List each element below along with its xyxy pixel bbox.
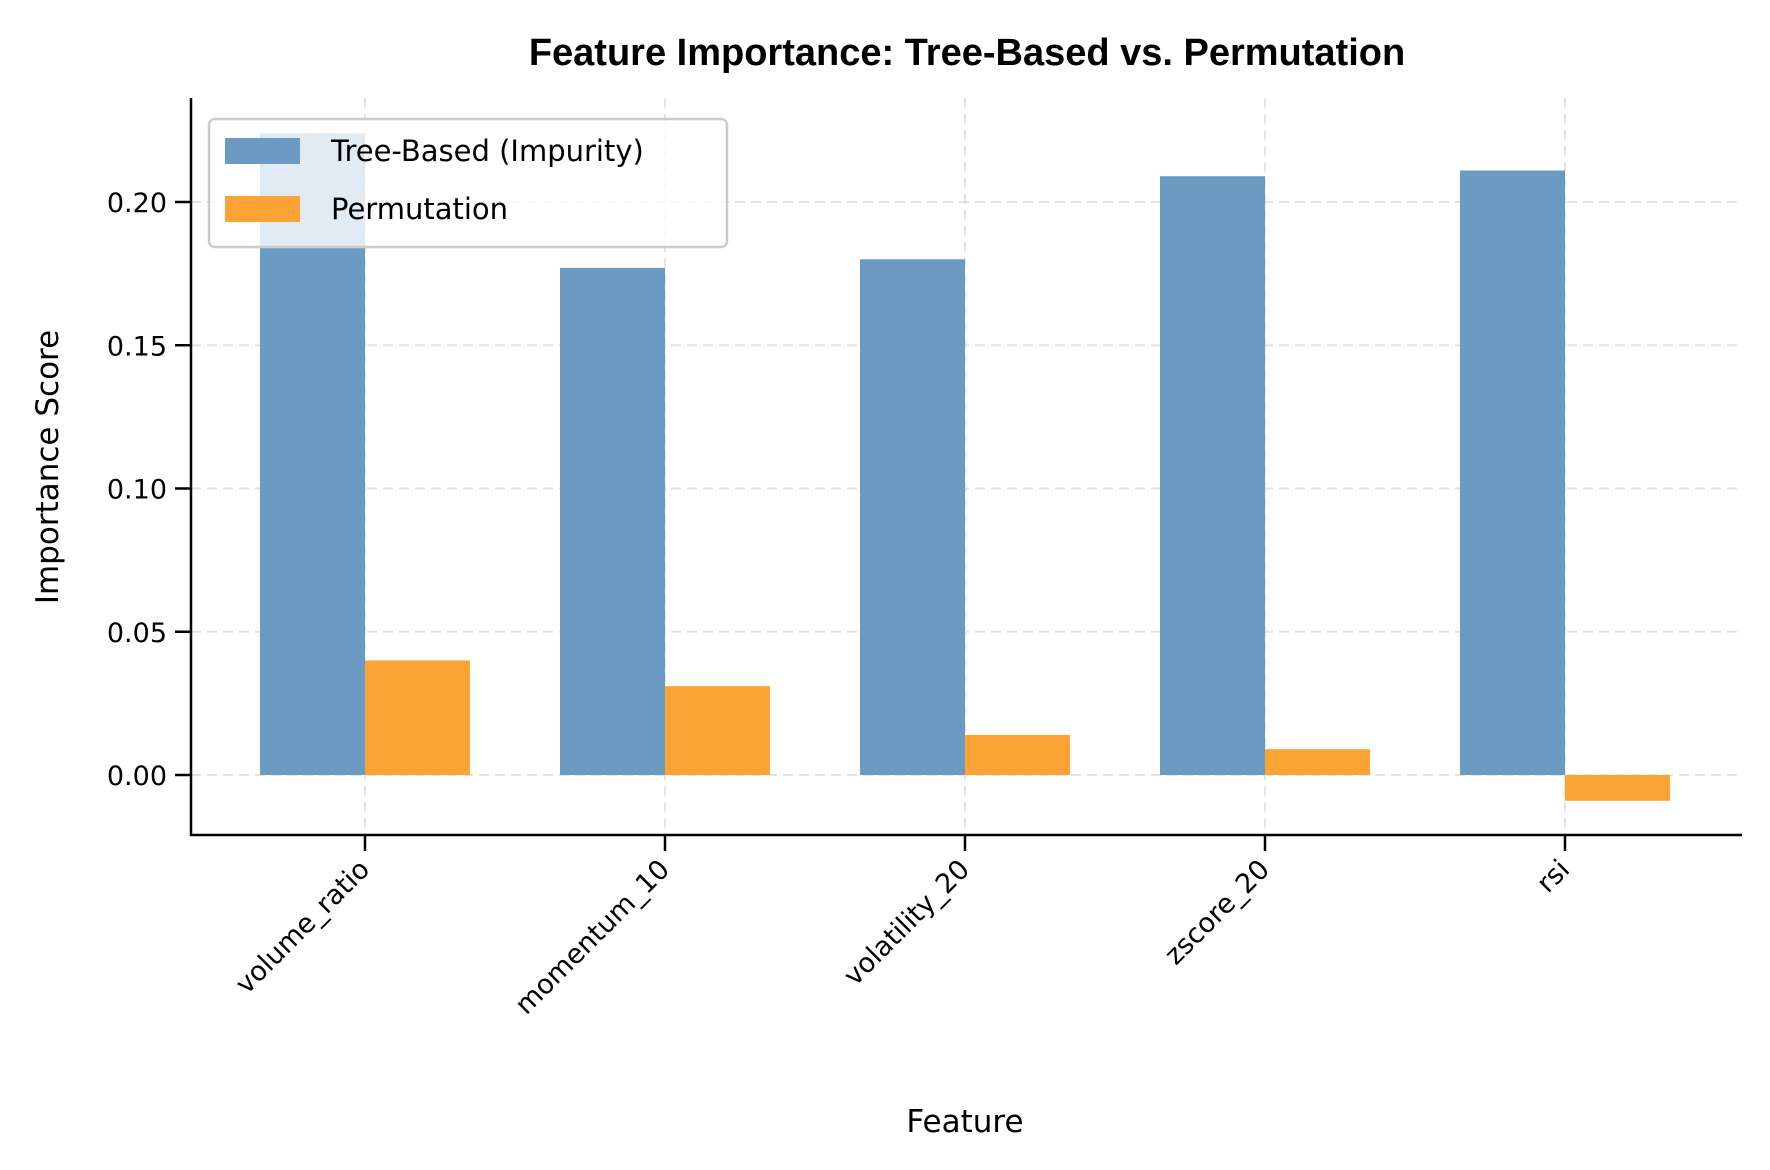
y-tick-label: 0.00 [107, 761, 167, 792]
bar-permutation-volatility-20 [965, 734, 1070, 775]
x-tick-label: rsi [1531, 854, 1576, 899]
bar-tree-based-volatility-20 [860, 259, 965, 775]
bar-permutation-rsi [1565, 775, 1670, 801]
bar-tree-based-momentum-10 [560, 267, 665, 775]
x-tick-label: momentum_10 [509, 854, 676, 1021]
x-axis-label: Feature [906, 1104, 1023, 1140]
bar-tree-based-zscore-20 [1160, 176, 1265, 776]
y-tick-label: 0.05 [107, 618, 167, 649]
bar-permutation-volume-ratio [365, 660, 470, 775]
legend-swatch-permutation [225, 196, 300, 222]
y-tick-label: 0.20 [107, 188, 167, 219]
legend-label-permutation: Permutation [331, 192, 508, 226]
x-tick-label: volatility_20 [838, 854, 976, 992]
bar-tree-based-rsi [1460, 170, 1565, 776]
bar-permutation-momentum-10 [665, 686, 770, 775]
y-axis-label: Importance Score [30, 330, 66, 604]
x-tick-label: zscore_20 [1159, 854, 1276, 971]
chart-title: Feature Importance: Tree-Based vs. Permu… [529, 32, 1405, 74]
y-tick-label: 0.15 [107, 331, 167, 362]
legend: Tree-Based (Impurity) Permutation [207, 117, 729, 249]
bar-permutation-zscore-20 [1265, 749, 1370, 775]
legend-label-tree-based: Tree-Based (Impurity) [330, 134, 644, 168]
legend-box [207, 117, 729, 249]
bars [260, 133, 1670, 801]
y-tick-label: 0.10 [107, 475, 167, 506]
x-tick-label: volume_ratio [230, 854, 376, 1000]
legend-swatch-tree-based [225, 138, 300, 164]
